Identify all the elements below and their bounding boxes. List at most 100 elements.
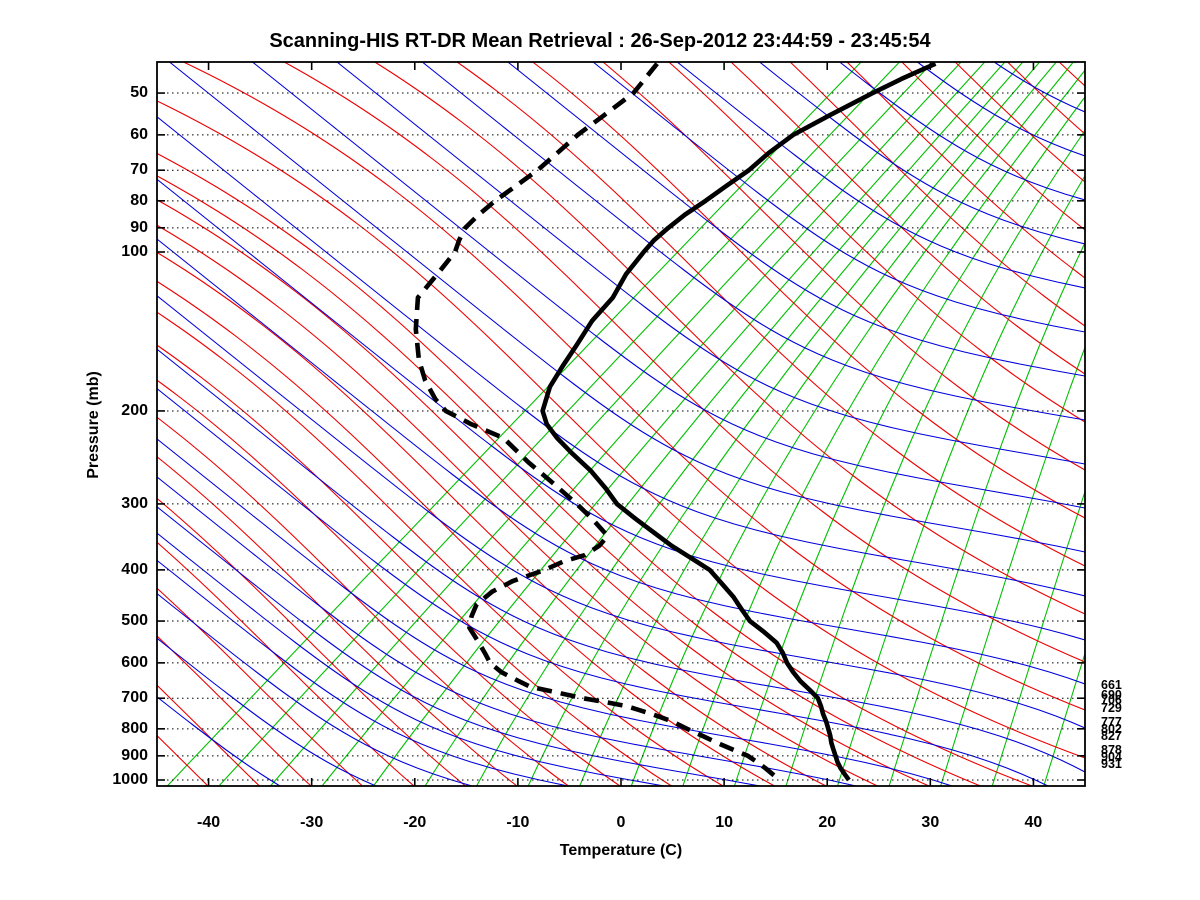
pressure-level-label: 802 xyxy=(1101,722,1122,737)
dry-adiabat-line xyxy=(157,635,312,786)
isotherm-line xyxy=(218,62,901,786)
y-tick-label: 500 xyxy=(121,612,148,630)
pressure-level-label: 878 xyxy=(1101,743,1122,758)
dry-adiabat-line xyxy=(157,311,724,786)
x-tick-label: 10 xyxy=(715,814,733,831)
moist-adiabat-line xyxy=(157,116,1085,597)
pressure-level-label: 729 xyxy=(1101,700,1122,715)
isotherm-line xyxy=(476,62,1024,786)
y-tick-label: 50 xyxy=(130,84,148,102)
dry-adiabat-line xyxy=(157,541,415,786)
dry-adiabat-line xyxy=(157,734,209,786)
chart-title: Scanning-HIS RT-DR Mean Retrieval : 26-S… xyxy=(269,30,931,52)
isotherm-line xyxy=(836,174,1085,786)
isotherm-line xyxy=(785,129,1085,786)
moist-adiabat-line xyxy=(421,62,1085,421)
y-tick-label: 900 xyxy=(121,746,148,764)
moist-adiabat-line xyxy=(592,62,1085,333)
dry-adiabat-line xyxy=(157,152,1033,786)
isotherm-line xyxy=(733,96,1085,786)
pressure-level-label: 827 xyxy=(1101,729,1122,744)
y-tick-label: 100 xyxy=(121,243,148,260)
dry-adiabat-line xyxy=(954,62,1085,183)
y-tick-label: 700 xyxy=(121,689,148,707)
y-tick-label: 200 xyxy=(121,401,148,419)
moist-adiabat-line xyxy=(157,592,473,786)
dry-adiabat-line xyxy=(789,62,1085,327)
y-tick-label: 60 xyxy=(130,125,148,143)
dry-adiabat-line xyxy=(157,497,466,786)
dry-adiabat-line xyxy=(182,62,1085,711)
y-tick-label: 600 xyxy=(121,653,148,671)
y-tick-label: 1000 xyxy=(112,771,148,788)
moist-adiabat-line xyxy=(251,62,1085,509)
isotherm-line xyxy=(269,62,934,786)
pressure-level-label: 904 xyxy=(1101,749,1122,764)
dry-adiabat-line xyxy=(1058,62,1085,87)
x-tick-label: 0 xyxy=(616,814,626,831)
moist-adiabat-line xyxy=(507,62,1085,377)
isotherm-line xyxy=(424,62,1006,786)
dry-adiabat-line xyxy=(730,62,1085,375)
moist-adiabat-line xyxy=(157,238,1085,685)
isotherm-line xyxy=(682,69,1085,786)
y-tick-label: 80 xyxy=(130,191,148,209)
dry-adiabat-line xyxy=(157,199,930,786)
dew-point-retrieval-curve xyxy=(413,62,782,782)
moist-adiabat-line xyxy=(157,506,761,786)
dry-adiabat-line xyxy=(157,251,827,786)
dry-adiabat-line xyxy=(157,456,518,786)
pressure-level-label: 661 xyxy=(1101,678,1122,693)
dry-adiabat-line xyxy=(157,224,878,786)
moist-adiabat-line xyxy=(157,476,857,786)
y-tick-label: 400 xyxy=(121,560,148,578)
x-tick-label: 30 xyxy=(921,814,940,831)
isotherm-line xyxy=(991,489,1085,786)
x-tick-label: 40 xyxy=(1024,814,1043,831)
dry-adiabat-line xyxy=(373,62,1085,615)
moist-adiabat-line xyxy=(676,62,1085,289)
pressure-level-label: 777 xyxy=(1101,715,1122,730)
y-tick-label: 70 xyxy=(130,161,148,179)
dry-adiabat-line xyxy=(602,62,1085,471)
moist-adiabat-line xyxy=(916,62,1085,157)
moist-adiabat-line xyxy=(993,62,1085,113)
x-tick-label: -10 xyxy=(506,814,530,831)
dry-adiabat-line xyxy=(456,62,1085,567)
y-tick-label: 300 xyxy=(121,494,148,512)
moist-adiabat-line xyxy=(157,295,1085,729)
moist-adiabat-line xyxy=(157,559,569,786)
isotherm-line xyxy=(940,345,1085,786)
dry-adiabat-line xyxy=(667,62,1085,423)
dry-adiabat-line xyxy=(157,416,569,786)
moist-adiabat-line xyxy=(157,532,665,786)
x-tick-label: -20 xyxy=(403,814,427,831)
dry-adiabat-line xyxy=(1006,62,1085,135)
x-tick-label: -40 xyxy=(196,814,221,831)
isotherm-line xyxy=(1043,651,1085,786)
plot-area xyxy=(157,62,1085,786)
moist-adiabat-line xyxy=(838,62,1085,201)
dry-adiabat-line xyxy=(283,62,1085,663)
isotherm-line xyxy=(321,62,962,786)
isotherm-line xyxy=(373,62,986,786)
dry-adiabat-line xyxy=(531,62,1085,519)
y-tick-label: 800 xyxy=(121,719,148,737)
dry-adiabat-line xyxy=(157,280,775,786)
dry-adiabat-line xyxy=(901,62,1085,231)
isotherm-line xyxy=(527,62,1041,786)
moist-adiabat-line xyxy=(157,696,281,786)
y-tick-label: 90 xyxy=(130,218,148,236)
dry-adiabat-line xyxy=(157,684,260,786)
temperature-retrieval-curve xyxy=(540,62,937,782)
x-axis-label: Temperature (C) xyxy=(559,842,683,859)
x-tick-label: 20 xyxy=(818,814,837,831)
plot-frame xyxy=(156,61,1086,787)
moist-adiabat-line xyxy=(157,387,1049,786)
isotherm-line xyxy=(888,241,1085,786)
moist-adiabat-line xyxy=(168,62,1085,553)
dry-adiabat-line xyxy=(157,587,363,786)
isotherm-line xyxy=(630,62,1075,786)
